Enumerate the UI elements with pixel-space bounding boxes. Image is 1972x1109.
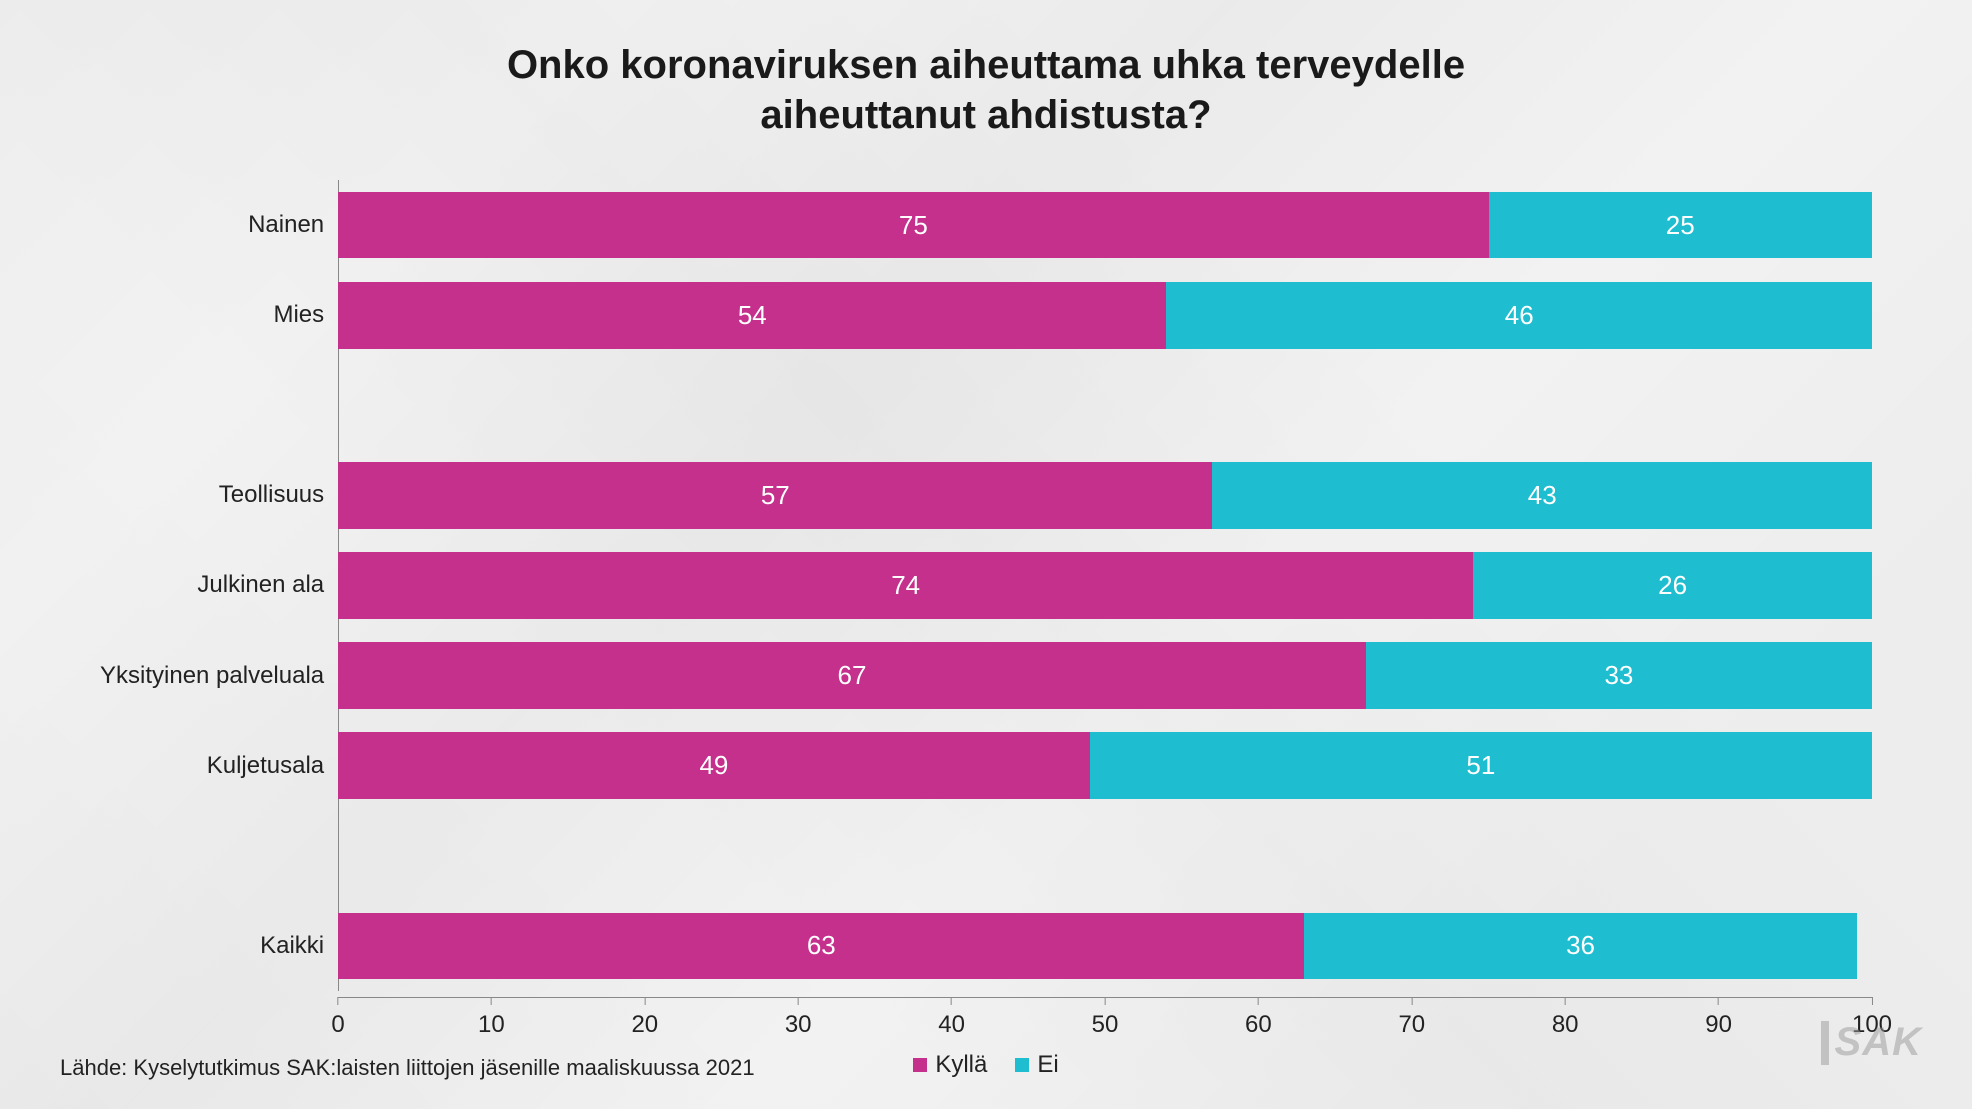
category-label: Julkinen ala (100, 540, 324, 630)
tick-mark (491, 997, 492, 1005)
x-tick: 20 (631, 997, 658, 1039)
y-axis-labels: NainenMies TeollisuusJulkinen alaYksityin… (100, 180, 338, 991)
category-label: Yksityinen palveluala (100, 631, 324, 721)
tick-label: 10 (478, 1011, 505, 1039)
plot-area: 7525544657437426673349516336 (338, 180, 1872, 991)
category-label: Kaikki (100, 901, 324, 991)
bar-segment-yes: 67 (338, 642, 1366, 709)
tick-label: 0 (331, 1011, 344, 1039)
title-line-1: Onko koronaviruksen aiheuttama uhka terv… (507, 43, 1465, 87)
tick-mark (951, 997, 952, 1005)
x-tick: 40 (938, 997, 965, 1039)
x-tick: 80 (1552, 997, 1579, 1039)
tick-label: 30 (785, 1011, 812, 1039)
row-spacer-label (100, 360, 324, 450)
x-axis-ticks: 0102030405060708090100 (338, 997, 1872, 1037)
bar-segment-no: 43 (1212, 462, 1872, 529)
tick-label: 70 (1398, 1011, 1425, 1039)
x-axis-spacer (100, 997, 338, 1037)
tick-mark (1565, 997, 1566, 1005)
x-axis: 0102030405060708090100 (100, 997, 1872, 1037)
category-label: Kuljetusala (100, 721, 324, 811)
tick-label: 80 (1552, 1011, 1579, 1039)
bar-row-spacer (338, 360, 1872, 450)
tick-mark (337, 997, 338, 1005)
tick-mark (1104, 997, 1105, 1005)
bar-segment-no: 26 (1473, 552, 1872, 619)
bar-row: 6336 (338, 901, 1872, 991)
bar-segment-yes: 74 (338, 552, 1473, 619)
logo-bar-icon (1821, 1021, 1829, 1065)
legend-label: Ei (1037, 1051, 1058, 1079)
bars: 7525544657437426673349516336 (338, 180, 1872, 991)
title-line-2: aiheuttanut ahdistusta? (760, 93, 1211, 137)
x-tick: 0 (331, 997, 344, 1039)
tick-label: 60 (1245, 1011, 1272, 1039)
tick-label: 40 (938, 1011, 965, 1039)
bar-row: 7426 (338, 540, 1872, 630)
tick-mark (1258, 997, 1259, 1005)
tick-mark (798, 997, 799, 1005)
bar-segment-yes: 49 (338, 732, 1090, 799)
bar-segment-no: 33 (1366, 642, 1872, 709)
bar-segment-no: 25 (1489, 192, 1872, 259)
legend-item-yes: Kyllä (913, 1051, 987, 1079)
category-label: Teollisuus (100, 450, 324, 540)
tick-label: 50 (1092, 1011, 1119, 1039)
x-tick: 50 (1092, 997, 1119, 1039)
x-tick: 70 (1398, 997, 1425, 1039)
x-tick: 10 (478, 997, 505, 1039)
x-tick: 30 (785, 997, 812, 1039)
x-tick: 90 (1705, 997, 1732, 1039)
bar-segment-no: 36 (1304, 913, 1856, 980)
bar-segment-no: 46 (1166, 282, 1872, 349)
chart-title: Onko koronaviruksen aiheuttama uhka terv… (60, 40, 1912, 140)
legend-item-no: Ei (1015, 1051, 1058, 1079)
bar-segment-yes: 63 (338, 913, 1304, 980)
bar-row: 5743 (338, 450, 1872, 540)
tick-mark (644, 997, 645, 1005)
chart-area: NainenMies TeollisuusJulkinen alaYksityin… (100, 180, 1872, 991)
bar-row: 5446 (338, 270, 1872, 360)
bar-segment-yes: 75 (338, 192, 1488, 259)
bar-row: 6733 (338, 631, 1872, 721)
tick-label: 20 (631, 1011, 658, 1039)
legend-label: Kyllä (935, 1051, 987, 1079)
category-label: Nainen (100, 180, 324, 270)
tick-mark (1718, 997, 1719, 1005)
chart-wrap: NainenMies TeollisuusJulkinen alaYksityin… (60, 180, 1912, 1079)
bar-row: 4951 (338, 721, 1872, 811)
logo-text: SAK (1835, 1020, 1922, 1065)
tick-mark (1411, 997, 1412, 1005)
tick-mark (1871, 997, 1872, 1005)
row-spacer-label (100, 811, 324, 901)
legend-swatch-icon (913, 1058, 927, 1072)
bar-segment-yes: 57 (338, 462, 1212, 529)
category-label: Mies (100, 270, 324, 360)
bar-segment-yes: 54 (338, 282, 1166, 349)
bar-segment-no: 51 (1090, 732, 1872, 799)
legend-swatch-icon (1015, 1058, 1029, 1072)
x-tick: 60 (1245, 997, 1272, 1039)
tick-label: 90 (1705, 1011, 1732, 1039)
bar-row: 7525 (338, 180, 1872, 270)
source-text: Lähde: Kyselytutkimus SAK:laisten liitto… (60, 1055, 755, 1081)
chart-container: Onko koronaviruksen aiheuttama uhka terv… (0, 0, 1972, 1109)
sak-logo: SAK (1821, 1020, 1922, 1065)
bar-row-spacer (338, 811, 1872, 901)
